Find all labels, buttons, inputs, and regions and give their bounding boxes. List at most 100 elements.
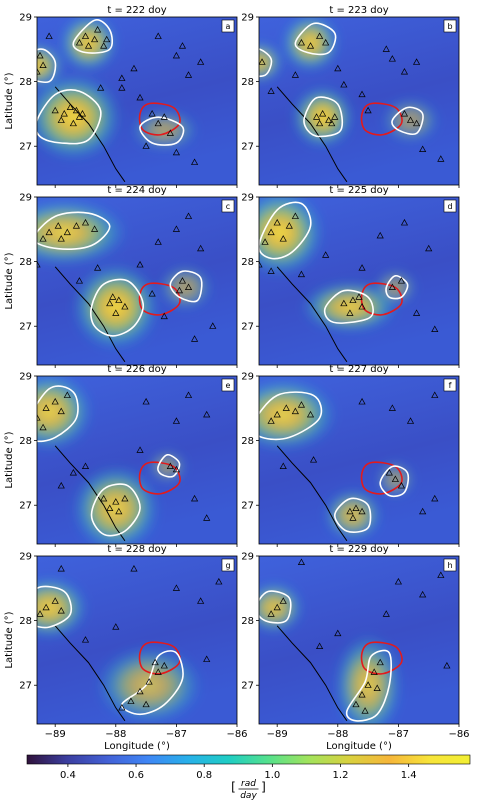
station-triangle	[312, 113, 321, 120]
station-triangle	[90, 225, 99, 232]
panel-title: t = 224 doy	[107, 185, 166, 196]
station-triangle	[352, 504, 360, 512]
station-triangle	[172, 148, 180, 156]
contour-0	[37, 385, 79, 443]
stations	[37, 565, 223, 711]
x-tick-label: −87	[166, 729, 187, 740]
station-triangle	[279, 462, 287, 470]
station-triangle	[28, 59, 34, 64]
coastline	[276, 266, 348, 363]
y-tick-label: 27	[241, 142, 254, 153]
station-triangle	[51, 106, 59, 114]
y-tick-label: 28	[241, 77, 254, 88]
panel-label: d	[447, 202, 452, 211]
station-triangle	[84, 42, 93, 49]
station-triangle	[355, 293, 363, 300]
hotspot-2	[147, 449, 187, 484]
station-triangle	[388, 283, 396, 291]
y-tick-label: 29	[19, 372, 32, 383]
station-triangle	[115, 507, 123, 515]
station-triangle	[391, 475, 399, 482]
panel-title: t = 227 doy	[329, 364, 388, 375]
station-triangle	[57, 607, 65, 614]
station-triangle	[215, 577, 223, 585]
station-triangle	[166, 462, 174, 470]
station-triangle	[172, 417, 180, 424]
station-triangle	[109, 293, 117, 300]
station-triangle	[148, 290, 156, 297]
panel-label: a	[226, 22, 231, 31]
contour-0	[37, 48, 57, 83]
station-triangle	[259, 58, 266, 65]
station-triangle	[121, 302, 129, 310]
station-triangle	[39, 423, 47, 431]
hotspot-1	[301, 281, 399, 333]
red-region-outline	[138, 641, 181, 675]
station-triangle	[136, 446, 144, 453]
contour-1	[90, 483, 141, 537]
hotspot-3	[381, 97, 440, 144]
station-triangle	[142, 397, 150, 405]
contour-1	[72, 19, 114, 54]
station-triangle	[397, 481, 406, 489]
station-triangle	[90, 35, 99, 43]
panel-title: t = 228 doy	[107, 544, 166, 555]
panel-label-box	[443, 378, 457, 392]
station-triangle	[259, 260, 263, 268]
station-triangle	[382, 45, 390, 52]
station-triangle	[136, 93, 144, 101]
heatmap-field	[259, 556, 459, 724]
panel-b: t = 223 doy b 27 28 29	[241, 5, 460, 188]
hotspot-0	[259, 378, 337, 451]
contour-0	[259, 201, 312, 260]
station-triangle	[437, 155, 445, 162]
station-triangle	[75, 38, 84, 46]
panel-a: t = 222 doy a 27 28 29 Latitude (°)	[4, 5, 238, 188]
panel-frame	[258, 555, 460, 725]
station-triangle	[37, 260, 41, 268]
station-triangle	[130, 565, 138, 572]
station-triangle	[358, 302, 366, 310]
y-tick-label: 27	[19, 501, 32, 512]
colorbar-tick-label: 1.0	[264, 770, 280, 781]
station-triangle	[42, 404, 50, 411]
station-triangle	[412, 119, 421, 127]
station-triangle	[279, 597, 287, 604]
x-tick-label: −88	[327, 729, 348, 740]
x-tick-label: −87	[388, 729, 409, 740]
station-triangle	[190, 335, 199, 342]
y-tick-label: 29	[241, 193, 254, 204]
hotspot-2	[37, 73, 122, 161]
station-triangle	[373, 684, 381, 692]
station-triangle	[443, 661, 451, 669]
station-triangle	[37, 610, 44, 617]
station-triangle	[197, 244, 205, 252]
hotspot-0	[259, 197, 324, 276]
station-triangle	[267, 417, 275, 424]
contour-2	[37, 89, 102, 145]
station-triangle	[51, 397, 59, 405]
panel-label: f	[449, 381, 452, 390]
coastline	[276, 86, 348, 183]
y-tick-label: 29	[19, 193, 32, 204]
station-triangle	[112, 309, 120, 316]
x-axis-label: Longitude (°)	[104, 741, 170, 752]
contour-0	[37, 585, 73, 629]
y-tick-label: 28	[241, 616, 254, 627]
station-triangle	[400, 218, 409, 226]
station-triangle	[178, 277, 187, 284]
stations	[267, 391, 439, 521]
station-triangle	[273, 603, 281, 611]
station-triangle	[57, 116, 65, 123]
station-triangle	[431, 325, 439, 333]
contour-3	[139, 116, 185, 146]
station-triangle	[112, 623, 120, 630]
station-triangle	[358, 397, 366, 405]
stations	[37, 212, 217, 342]
hotspot-0	[259, 581, 304, 634]
x-tick-label: −89	[45, 729, 66, 740]
station-triangle	[306, 410, 315, 418]
panel-frame	[36, 16, 238, 186]
station-triangle	[54, 222, 62, 229]
coastline	[276, 445, 348, 542]
